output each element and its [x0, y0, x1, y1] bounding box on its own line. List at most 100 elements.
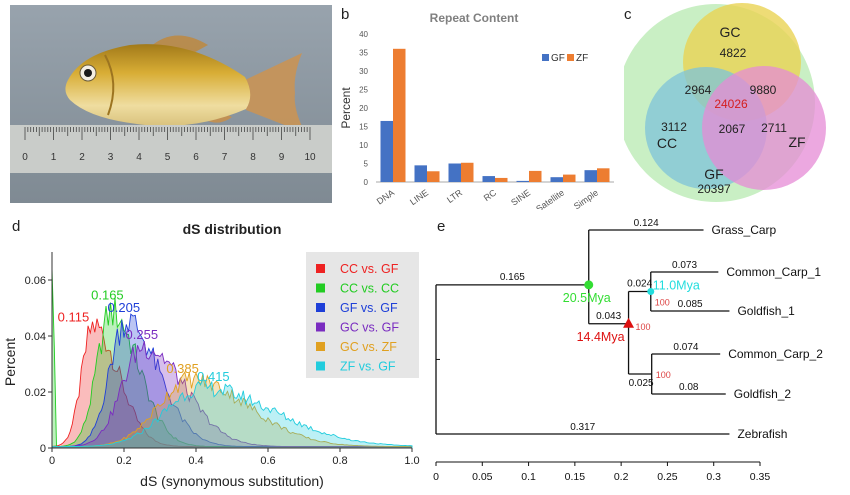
- tree-tip-label: Zebrafish: [737, 427, 787, 441]
- ds-peak-label: 0.415: [197, 369, 230, 384]
- chart-title: Repeat Content: [430, 11, 519, 25]
- tree-branch-length: 0.024: [627, 279, 652, 290]
- ds-area-zf-vs-gf: [51, 379, 413, 449]
- bar-gf-rc: [482, 176, 495, 182]
- tree-tip-label: Common_Carp_1: [726, 265, 821, 279]
- tree-branch-length: 0.165: [500, 272, 525, 283]
- ds-legend-swatch: [316, 283, 325, 293]
- tree-branch-length: 0.08: [679, 382, 699, 393]
- ds-y-tick-label: 0.04: [25, 331, 46, 343]
- venn-count-core: 24026: [714, 97, 748, 111]
- ds-legend-label: GC vs. ZF: [340, 340, 397, 354]
- ds-x-tick-label: 0.8: [332, 455, 347, 467]
- tree-branch-length: 0.043: [596, 311, 621, 322]
- y-tick-label: 30: [359, 67, 368, 76]
- bar-gf-ltr: [448, 163, 461, 182]
- node-marker-cyprinid: [584, 280, 594, 290]
- y-tick-label: 0: [364, 178, 369, 187]
- ruler-number: 6: [193, 152, 199, 163]
- ds-y-tick-label: 0.02: [25, 387, 46, 399]
- venn-count-gf-only: 20397: [697, 182, 731, 196]
- fish-photo: 0 1 2 3 4 5 6 7 8 9 10: [10, 5, 332, 203]
- ds-x-tick-label: 1.0: [404, 455, 419, 467]
- tree-scale-label: 0.1: [521, 471, 536, 483]
- tree-tip-label: Common_Carp_2: [728, 347, 823, 361]
- ruler: 0 1 2 3 4 5 6 7 8 9 10: [10, 125, 332, 173]
- ruler-number: 8: [250, 152, 256, 163]
- venn-label-gc: GC: [720, 24, 741, 40]
- panel-label-e: e: [437, 218, 446, 235]
- x-tick-label: SINE: [509, 187, 532, 207]
- ds-peak-label: 0.115: [58, 310, 90, 325]
- bar-zf-satellite: [563, 174, 576, 182]
- y-tick-label: 10: [359, 141, 368, 150]
- bar-gf-line: [414, 165, 427, 182]
- legend-swatch-gf: [542, 54, 549, 61]
- ruler-number: 5: [165, 152, 171, 163]
- tree-scale-label: 0.15: [565, 471, 586, 483]
- ruler-body: [10, 125, 332, 173]
- bar-gf-simple: [584, 170, 597, 182]
- venn-count-gc-zf: 9880: [750, 83, 777, 97]
- x-tick-label: Satellite: [534, 187, 566, 210]
- venn-label-zf: ZF: [788, 134, 805, 150]
- bar-zf-rc: [495, 177, 508, 182]
- venn-count-gc-only: 4822: [720, 46, 747, 60]
- x-tick-label: LTR: [445, 187, 465, 205]
- phylogenetic-tree: Grass_Carp Common_Carp_1 Goldfish_1 Common_…: [433, 218, 823, 483]
- venn-count-zf-only: 2711: [761, 121, 787, 135]
- y-tick-label: 35: [359, 49, 368, 58]
- tree-branch-length: 0.317: [570, 422, 595, 433]
- ds-legend-swatch: [316, 264, 325, 273]
- ds-chart-title: dS distribution: [183, 221, 282, 237]
- bar-gf-sine: [516, 180, 529, 182]
- tree-scale-label: 0.2: [614, 471, 629, 483]
- bar-gf-dna: [380, 120, 393, 182]
- ds-legend-swatch: [316, 322, 325, 332]
- legend-label-zf: ZF: [576, 53, 588, 64]
- venn-set-zf: [702, 66, 826, 190]
- ds-peak-label: 0.385: [166, 361, 199, 376]
- ds-x-tick-label: 0.2: [116, 455, 131, 467]
- panel-label-b: b: [341, 6, 350, 23]
- tree-tip-label: Goldfish_2: [734, 387, 792, 401]
- y-tick-label: 40: [359, 30, 368, 39]
- venn-label-cc: CC: [657, 135, 677, 151]
- tree-branch-length: 0.025: [629, 378, 654, 389]
- node-support-value: 100: [656, 370, 671, 380]
- tail-fin: [245, 53, 305, 133]
- bar-zf-ltr: [461, 162, 474, 182]
- legend-label-gf: GF: [551, 53, 565, 64]
- node-support-value: 100: [655, 298, 670, 308]
- tree-scale-label: 0.25: [657, 471, 678, 483]
- ds-legend-swatch: [316, 303, 325, 312]
- panel-label-c: c: [624, 6, 632, 23]
- ds-legend-label: ZF vs. GF: [340, 360, 396, 374]
- ds-area-gc-vs-gf: [51, 340, 413, 449]
- ds-peak-label: 0.255: [126, 327, 159, 342]
- tree-branches: [435, 229, 730, 435]
- node-marker-subgenome-1: [647, 288, 655, 295]
- tree-tip-label: Grass_Carp: [712, 223, 777, 237]
- tree-branch-length: 0.073: [672, 260, 697, 271]
- tree-scale-label: 0.35: [750, 471, 771, 483]
- ds-y-tick-label: 0: [40, 443, 46, 455]
- tree-tip-label: Goldfish_1: [737, 304, 795, 318]
- legend-swatch-zf: [567, 54, 574, 61]
- node-support-value: 100: [636, 322, 651, 332]
- node-date-label: 20.5Mya: [563, 291, 611, 305]
- ruler-number: 10: [304, 152, 316, 163]
- ds-legend-swatch: [316, 342, 325, 351]
- ds-legend-swatch: [316, 361, 325, 371]
- venn-count-gc-cc: 2964: [685, 83, 712, 97]
- panel-label-d: d: [12, 218, 21, 235]
- venn-diagram: GC CC ZF GF 4822 2964 9880 24026 3112 20…: [624, 3, 826, 202]
- ds-x-tick-label: 0.4: [188, 455, 203, 467]
- ruler-number: 4: [136, 152, 142, 163]
- ds-legend-label: CC vs. GF: [340, 262, 399, 276]
- y-tick-label: 25: [359, 86, 368, 95]
- ruler-number: 1: [51, 152, 57, 163]
- tree-branch-length: 0.124: [634, 218, 659, 229]
- bar-zf-line: [427, 171, 440, 182]
- ds-x-axis-label: dS (synonymous substitution): [140, 473, 324, 489]
